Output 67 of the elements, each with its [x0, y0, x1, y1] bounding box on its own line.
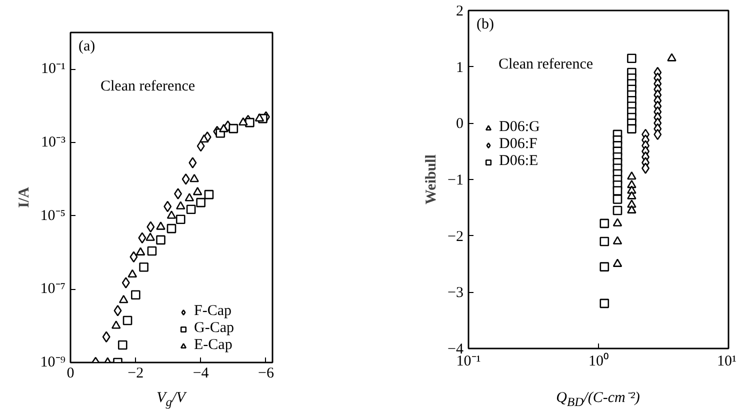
- point: [176, 201, 186, 210]
- legend-label: D06:G: [499, 119, 540, 136]
- point: [166, 224, 176, 234]
- point: [136, 247, 146, 256]
- point: [166, 210, 176, 219]
- y-tick-label: 10⁻³: [41, 134, 66, 150]
- legend-label: G-Cap: [194, 320, 234, 337]
- point: [102, 331, 110, 343]
- point: [118, 340, 128, 350]
- y-tick-label: −3: [448, 285, 464, 302]
- x-tick-label: −6: [258, 366, 274, 382]
- point: [164, 200, 172, 212]
- annotation: Clean reference: [498, 56, 594, 72]
- legend-label: D06:F: [499, 136, 538, 153]
- y-tick-label: 10⁻⁵: [40, 208, 66, 224]
- point: [204, 190, 214, 200]
- point: [190, 174, 199, 182]
- point: [228, 124, 238, 134]
- point: [146, 232, 155, 241]
- y-tick-label: −2: [448, 228, 464, 245]
- x-tick-label: −2: [128, 366, 144, 382]
- y-tick-label: 1: [456, 60, 464, 76]
- y-axis-title: Weibull: [424, 154, 440, 205]
- y-tick-label: 2: [456, 4, 464, 20]
- point: [146, 221, 155, 233]
- point: [128, 269, 138, 278]
- legend-label: E-Cap: [194, 337, 232, 354]
- point: [176, 214, 186, 224]
- x-axis-title: V$_{g}$/V: [156, 389, 188, 411]
- annotation: (a): [78, 38, 96, 54]
- point: [139, 262, 148, 272]
- point: [122, 277, 130, 288]
- point: [192, 186, 202, 196]
- x-axis-title: Q$_{BD}$/(C-cm⁻²): [555, 389, 641, 411]
- x-tick-label: 10⁰: [588, 352, 608, 370]
- point: [196, 198, 206, 208]
- y-tick-label: 0: [456, 116, 464, 132]
- x-tick-label: −4: [192, 366, 210, 382]
- point: [114, 304, 122, 316]
- point: [188, 157, 197, 168]
- point: [122, 316, 132, 326]
- point: [254, 113, 264, 122]
- point: [118, 294, 128, 304]
- point: [147, 246, 157, 256]
- point: [218, 124, 228, 132]
- y-tick-label: 10⁻¹: [41, 61, 66, 78]
- point: [186, 204, 196, 214]
- y-tick-label: 10⁻⁹: [40, 354, 66, 370]
- point: [182, 174, 190, 185]
- y-axis-title: I/A: [16, 186, 32, 208]
- point: [156, 222, 166, 230]
- y-tick-label: −1: [448, 172, 464, 188]
- legend-label: F-Cap: [194, 303, 232, 320]
- point: [238, 117, 248, 126]
- legend-label: D06:E: [499, 153, 538, 170]
- point: [156, 235, 166, 245]
- point: [130, 251, 138, 263]
- point: [184, 193, 194, 202]
- annotation: Clean reference: [100, 78, 196, 94]
- point: [196, 140, 205, 152]
- x-tick-label: 10¹: [717, 354, 737, 370]
- y-tick-label: 10⁻⁷: [40, 281, 66, 298]
- annotation: (b): [476, 16, 494, 32]
- point: [138, 232, 146, 244]
- point: [199, 134, 209, 143]
- point: [131, 290, 140, 300]
- point: [111, 320, 121, 329]
